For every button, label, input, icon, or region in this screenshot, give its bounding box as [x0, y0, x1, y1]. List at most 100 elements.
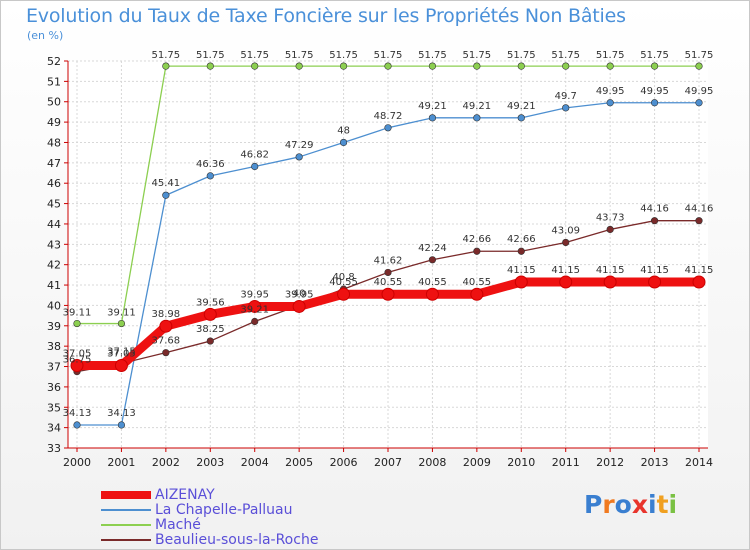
x-tick-label: 2001 [107, 456, 135, 469]
data-label: 40 [293, 288, 306, 299]
data-point-la-chapelle-palluau [428, 114, 437, 122]
y-tick-label: 44 [47, 218, 61, 231]
data-label: 48.72 [374, 111, 403, 122]
y-tick-label: 46 [47, 177, 61, 190]
data-label: 41.62 [374, 255, 403, 266]
data-point-beaulieu-sous-la-roche [695, 217, 703, 225]
data-point-aizenay [559, 275, 573, 289]
data-label: 39.56 [196, 297, 225, 308]
data-label: 46.82 [240, 150, 269, 161]
data-label: 49.21 [463, 101, 492, 112]
x-tick-label: 2005 [285, 456, 313, 469]
data-point-la-chapelle-palluau [117, 421, 126, 429]
data-label: 37.15 [107, 346, 136, 357]
logo-letter: i [668, 490, 678, 519]
y-tick-label: 52 [47, 55, 61, 68]
data-label: 41.15 [596, 265, 625, 276]
legend-item-beaulieu-sous-la-roche: Beaulieu-sous-la-Roche [101, 532, 401, 548]
data-label: 37.68 [152, 336, 181, 347]
data-label: 41.15 [551, 265, 580, 276]
data-point-beaulieu-sous-la-roche [251, 317, 259, 326]
data-point-la-chapelle-palluau [606, 99, 614, 107]
data-label: 38.25 [196, 324, 225, 335]
data-point-mache [606, 62, 614, 70]
data-label: 39.95 [240, 289, 269, 300]
data-point-beaulieu-sous-la-roche [428, 256, 437, 264]
data-point-la-chapelle-palluau [384, 124, 392, 132]
data-label: 51.75 [329, 50, 358, 61]
data-label: 49.95 [640, 86, 669, 97]
y-tick-label: 34 [47, 422, 61, 435]
x-tick-label: 2004 [241, 456, 269, 469]
data-point-beaulieu-sous-la-roche [606, 225, 614, 234]
data-point-beaulieu-sous-la-roche [650, 217, 659, 225]
legend-item-mache: Maché [101, 517, 401, 533]
data-point-aizenay [337, 287, 351, 301]
data-label: 43.09 [551, 225, 580, 236]
data-point-beaulieu-sous-la-roche [473, 247, 481, 255]
data-label: 51.75 [463, 50, 492, 61]
data-point-mache [339, 62, 348, 70]
data-label: 51.75 [596, 50, 625, 61]
data-point-aizenay [425, 287, 439, 301]
y-tick-label: 33 [47, 442, 61, 455]
data-label: 43.73 [596, 212, 625, 223]
data-point-la-chapelle-palluau [251, 162, 259, 171]
data-point-aizenay [70, 359, 84, 373]
data-label: 39.21 [240, 305, 269, 316]
legend-label: Maché [155, 517, 201, 533]
data-point-beaulieu-sous-la-roche [384, 268, 392, 277]
series-lines [70, 62, 706, 429]
y-tick-label: 38 [47, 340, 61, 353]
data-label: 49.21 [418, 101, 447, 112]
data-point-beaulieu-sous-la-roche [162, 349, 170, 357]
data-point-mache [384, 62, 392, 70]
data-label: 40.55 [329, 277, 358, 288]
data-label: 39.11 [107, 308, 136, 319]
data-label: 47.29 [285, 140, 314, 151]
y-tick-label: 47 [47, 157, 61, 170]
y-tick-label: 50 [47, 96, 61, 109]
data-point-la-chapelle-palluau [473, 114, 481, 122]
legend-swatch [101, 524, 151, 526]
data-point-la-chapelle-palluau [562, 104, 570, 112]
logo-letter: i [648, 490, 657, 519]
y-tick-label: 39 [47, 320, 61, 333]
y-tick-label: 36 [47, 381, 61, 394]
data-label: 51.75 [685, 50, 714, 61]
chart-title: Evolution du Taux de Taxe Foncière sur l… [26, 5, 626, 27]
data-label: 51.75 [418, 50, 447, 61]
logo-letter: P [584, 490, 603, 519]
legend-swatch [101, 509, 151, 511]
data-label: 51.75 [640, 50, 669, 61]
y-tick-label: 37 [47, 361, 61, 374]
data-label: 49.7 [555, 91, 577, 102]
data-label: 44.16 [685, 204, 714, 215]
data-label: 51.75 [551, 50, 580, 61]
data-point-aizenay [159, 319, 173, 333]
data-point-aizenay [248, 299, 262, 313]
data-label: 40.55 [418, 277, 447, 288]
data-point-aizenay [114, 359, 128, 373]
data-label: 51.75 [196, 50, 225, 61]
x-tick-label: 2006 [330, 456, 358, 469]
data-label: 34.13 [63, 408, 92, 419]
data-point-beaulieu-sous-la-roche [562, 238, 570, 247]
proxiti-logo: Proxiti [584, 490, 677, 519]
x-tick-label: 2012 [596, 456, 624, 469]
data-point-aizenay [292, 299, 306, 313]
data-label: 44.16 [640, 204, 669, 215]
data-point-mache [162, 62, 170, 70]
data-label: 49.21 [507, 101, 536, 112]
data-point-mache [117, 319, 126, 328]
data-label: 49.95 [596, 86, 625, 97]
data-point-la-chapelle-palluau [73, 421, 81, 429]
data-point-aizenay [514, 275, 528, 289]
logo-letter: t [656, 490, 669, 519]
legend-swatch [101, 539, 151, 541]
data-point-mache [473, 62, 481, 70]
data-label: 41.15 [685, 265, 714, 276]
data-label: 45.41 [152, 178, 181, 189]
legend-swatch [101, 491, 151, 499]
data-label: 41.15 [507, 265, 536, 276]
